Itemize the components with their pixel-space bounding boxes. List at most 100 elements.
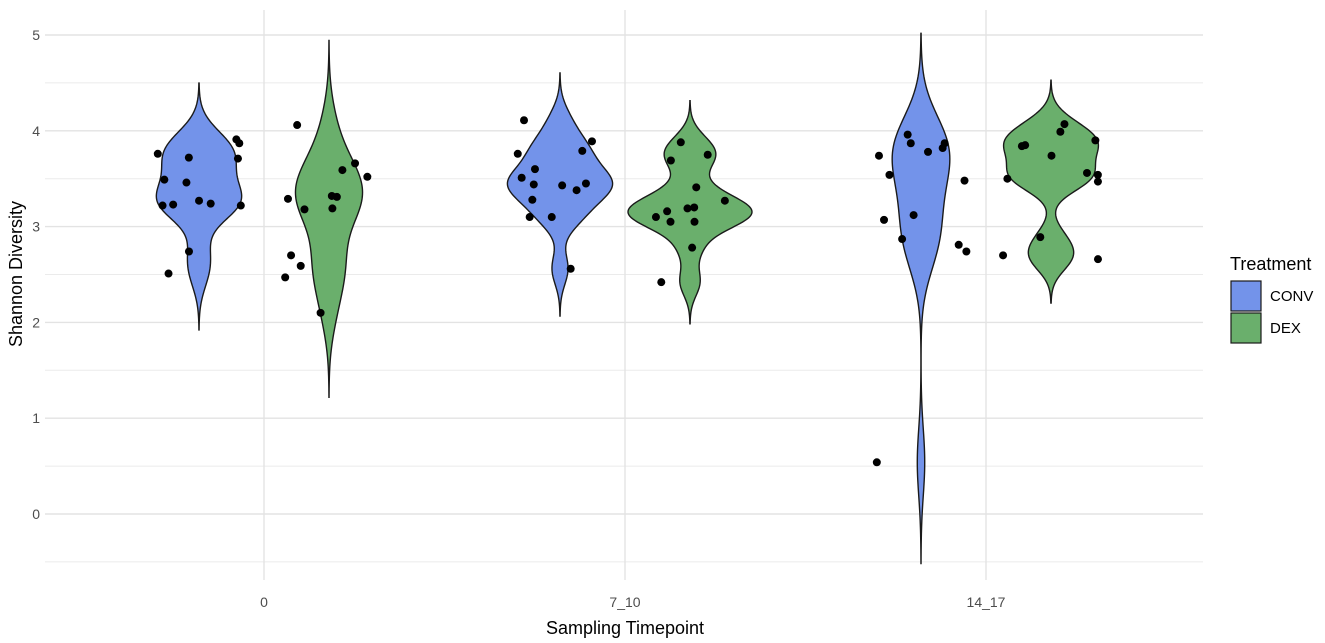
data-point-dex: [999, 251, 1008, 260]
data-point-dex: [363, 172, 372, 181]
violin-layer: [155, 32, 1100, 565]
y-tick-label: 2: [32, 314, 40, 330]
data-point-dex: [1003, 174, 1012, 183]
data-point-conv: [898, 235, 907, 244]
data-point-dex: [666, 156, 675, 165]
data-point-dex: [283, 194, 292, 203]
violin-dex-14_17: [1002, 79, 1100, 304]
data-point-conv: [954, 240, 963, 249]
y-tick-label: 1: [32, 410, 40, 426]
legend-label-conv: CONV: [1270, 288, 1313, 305]
y-tick-label: 5: [32, 27, 40, 43]
data-point-dex: [1036, 233, 1045, 242]
data-point-dex: [1093, 170, 1102, 179]
data-point-dex: [338, 166, 347, 175]
data-point-dex: [688, 243, 697, 252]
data-point-conv: [528, 195, 537, 204]
data-point-dex: [651, 213, 660, 222]
data-point-dex: [351, 159, 360, 168]
data-point-dex: [666, 217, 675, 226]
data-point-conv: [195, 196, 204, 205]
data-point-conv: [184, 153, 193, 162]
data-point-dex: [676, 138, 685, 147]
data-point-conv: [874, 151, 883, 160]
data-point-dex: [1056, 127, 1065, 136]
data-point-conv: [520, 116, 529, 125]
violin-conv-7_10: [506, 72, 614, 317]
data-point-conv: [530, 165, 539, 174]
violin-dex-7_10: [627, 99, 753, 325]
data-point-conv: [517, 173, 526, 182]
data-point-dex: [300, 205, 309, 214]
data-point-conv: [529, 180, 538, 189]
data-point-dex: [1093, 255, 1102, 264]
data-point-dex: [1093, 177, 1102, 186]
violin-conv-14_17: [891, 32, 951, 565]
x-tick-label: 7_10: [609, 594, 640, 610]
legend-title: Treatment: [1230, 254, 1311, 274]
data-point-conv: [906, 139, 915, 148]
data-point-dex: [683, 204, 692, 213]
data-point-conv: [924, 147, 933, 156]
violin-dex-0: [294, 39, 364, 399]
data-point-dex: [690, 203, 699, 212]
data-point-conv: [164, 269, 173, 278]
data-point-conv: [158, 201, 167, 210]
data-point-dex: [281, 273, 290, 282]
legend-items: CONV DEX: [1230, 280, 1313, 344]
data-point-dex: [692, 183, 701, 192]
y-tick-label: 3: [32, 219, 40, 235]
data-point-conv: [880, 215, 889, 224]
y-axis-ticks: 0 1 2 3 4 5: [32, 27, 40, 522]
x-tick-label: 0: [260, 594, 268, 610]
data-point-dex: [316, 308, 325, 317]
data-point-conv: [236, 201, 245, 210]
data-point-conv: [160, 175, 169, 184]
data-point-dex: [296, 261, 305, 270]
x-axis-ticks: 0 7_10 14_17: [260, 594, 1006, 610]
x-tick-label: 14_17: [967, 594, 1006, 610]
y-axis-title: Shannon Diversity: [6, 201, 26, 347]
legend-label-dex: DEX: [1270, 320, 1301, 337]
data-point-conv: [182, 178, 191, 187]
data-point-dex: [1082, 168, 1091, 177]
legend-key-conv: [1230, 280, 1262, 312]
data-point-conv: [206, 199, 215, 208]
data-point-dex: [1091, 136, 1100, 145]
data-point-conv: [903, 130, 912, 139]
data-point-conv: [566, 264, 575, 273]
y-tick-label: 4: [32, 123, 40, 139]
x-axis-title: Sampling Timepoint: [546, 618, 704, 638]
data-point-conv: [885, 170, 894, 179]
data-point-dex: [332, 192, 341, 201]
data-point-dex: [293, 121, 302, 130]
data-point-conv: [547, 213, 556, 222]
data-point-conv: [513, 149, 522, 158]
data-point-conv: [233, 154, 242, 163]
grid-layer: [45, 10, 1203, 580]
data-point-conv: [872, 458, 881, 467]
data-point-conv: [962, 247, 971, 256]
data-point-dex: [1017, 142, 1026, 151]
data-point-conv: [572, 186, 581, 195]
data-point-dex: [720, 196, 729, 205]
data-point-conv: [153, 149, 162, 158]
data-point-conv: [587, 137, 596, 146]
data-point-dex: [287, 251, 296, 260]
data-point-conv: [938, 144, 947, 153]
y-tick-label: 0: [32, 506, 40, 522]
data-point-dex: [1047, 151, 1056, 160]
legend-key-dex: [1230, 312, 1262, 344]
legend: Treatment CONV DEX: [1230, 254, 1313, 344]
violin-conv-0: [155, 82, 243, 331]
data-point-conv: [581, 179, 590, 188]
data-point-dex: [703, 150, 712, 159]
data-point-dex: [663, 207, 672, 216]
data-point-conv: [558, 181, 567, 190]
data-point-conv: [169, 200, 178, 209]
data-point-conv: [525, 213, 534, 222]
data-point-dex: [1060, 120, 1069, 129]
data-point-dex: [657, 278, 666, 287]
